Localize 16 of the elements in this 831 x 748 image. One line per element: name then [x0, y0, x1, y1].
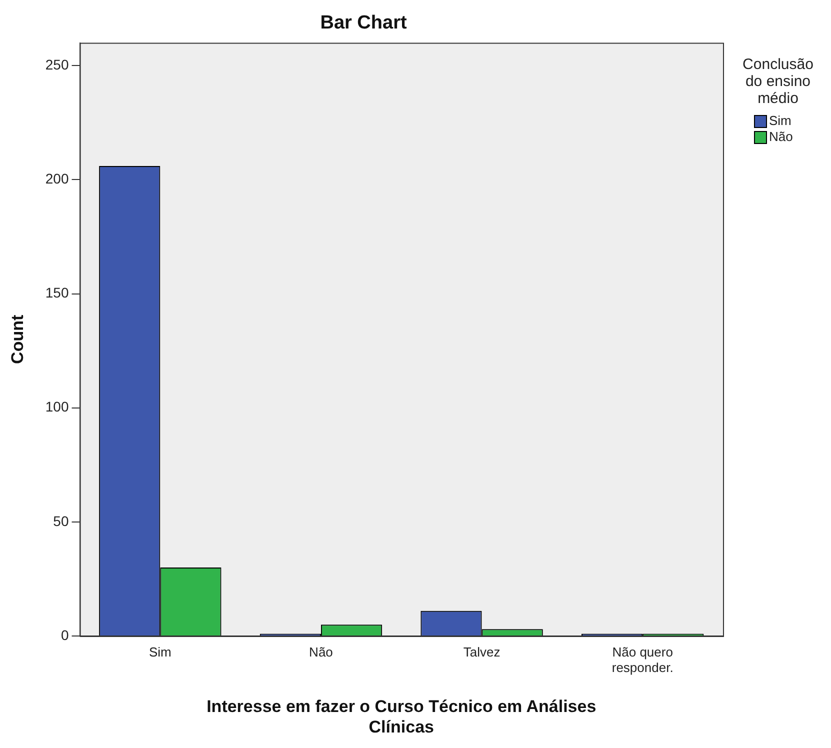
- y-tick-label: 200: [45, 170, 69, 187]
- x-tick-label: Sim: [148, 644, 172, 660]
- legend-label: Sim: [769, 113, 792, 129]
- x-axis-title: Interesse em fazer o Curso Técnico em Análises Clínicas: [206, 697, 596, 736]
- y-axis-title: Count: [8, 314, 27, 364]
- y-tick-label: 50: [53, 512, 69, 529]
- y-tick-label: 100: [45, 398, 69, 415]
- legend-label: Não: [769, 129, 793, 145]
- x-tick-label: Talvez: [463, 644, 500, 660]
- x-tick-label: Não: [309, 644, 333, 660]
- x-tick-label: Não quero responder.: [612, 644, 674, 675]
- chart-title: Bar Chart: [320, 12, 408, 34]
- legend-title: Conclusão do ensino médio: [742, 56, 814, 107]
- y-tick-label: 0: [60, 626, 69, 643]
- y-tick-label: 150: [45, 284, 69, 301]
- y-tick-label: 250: [45, 56, 69, 72]
